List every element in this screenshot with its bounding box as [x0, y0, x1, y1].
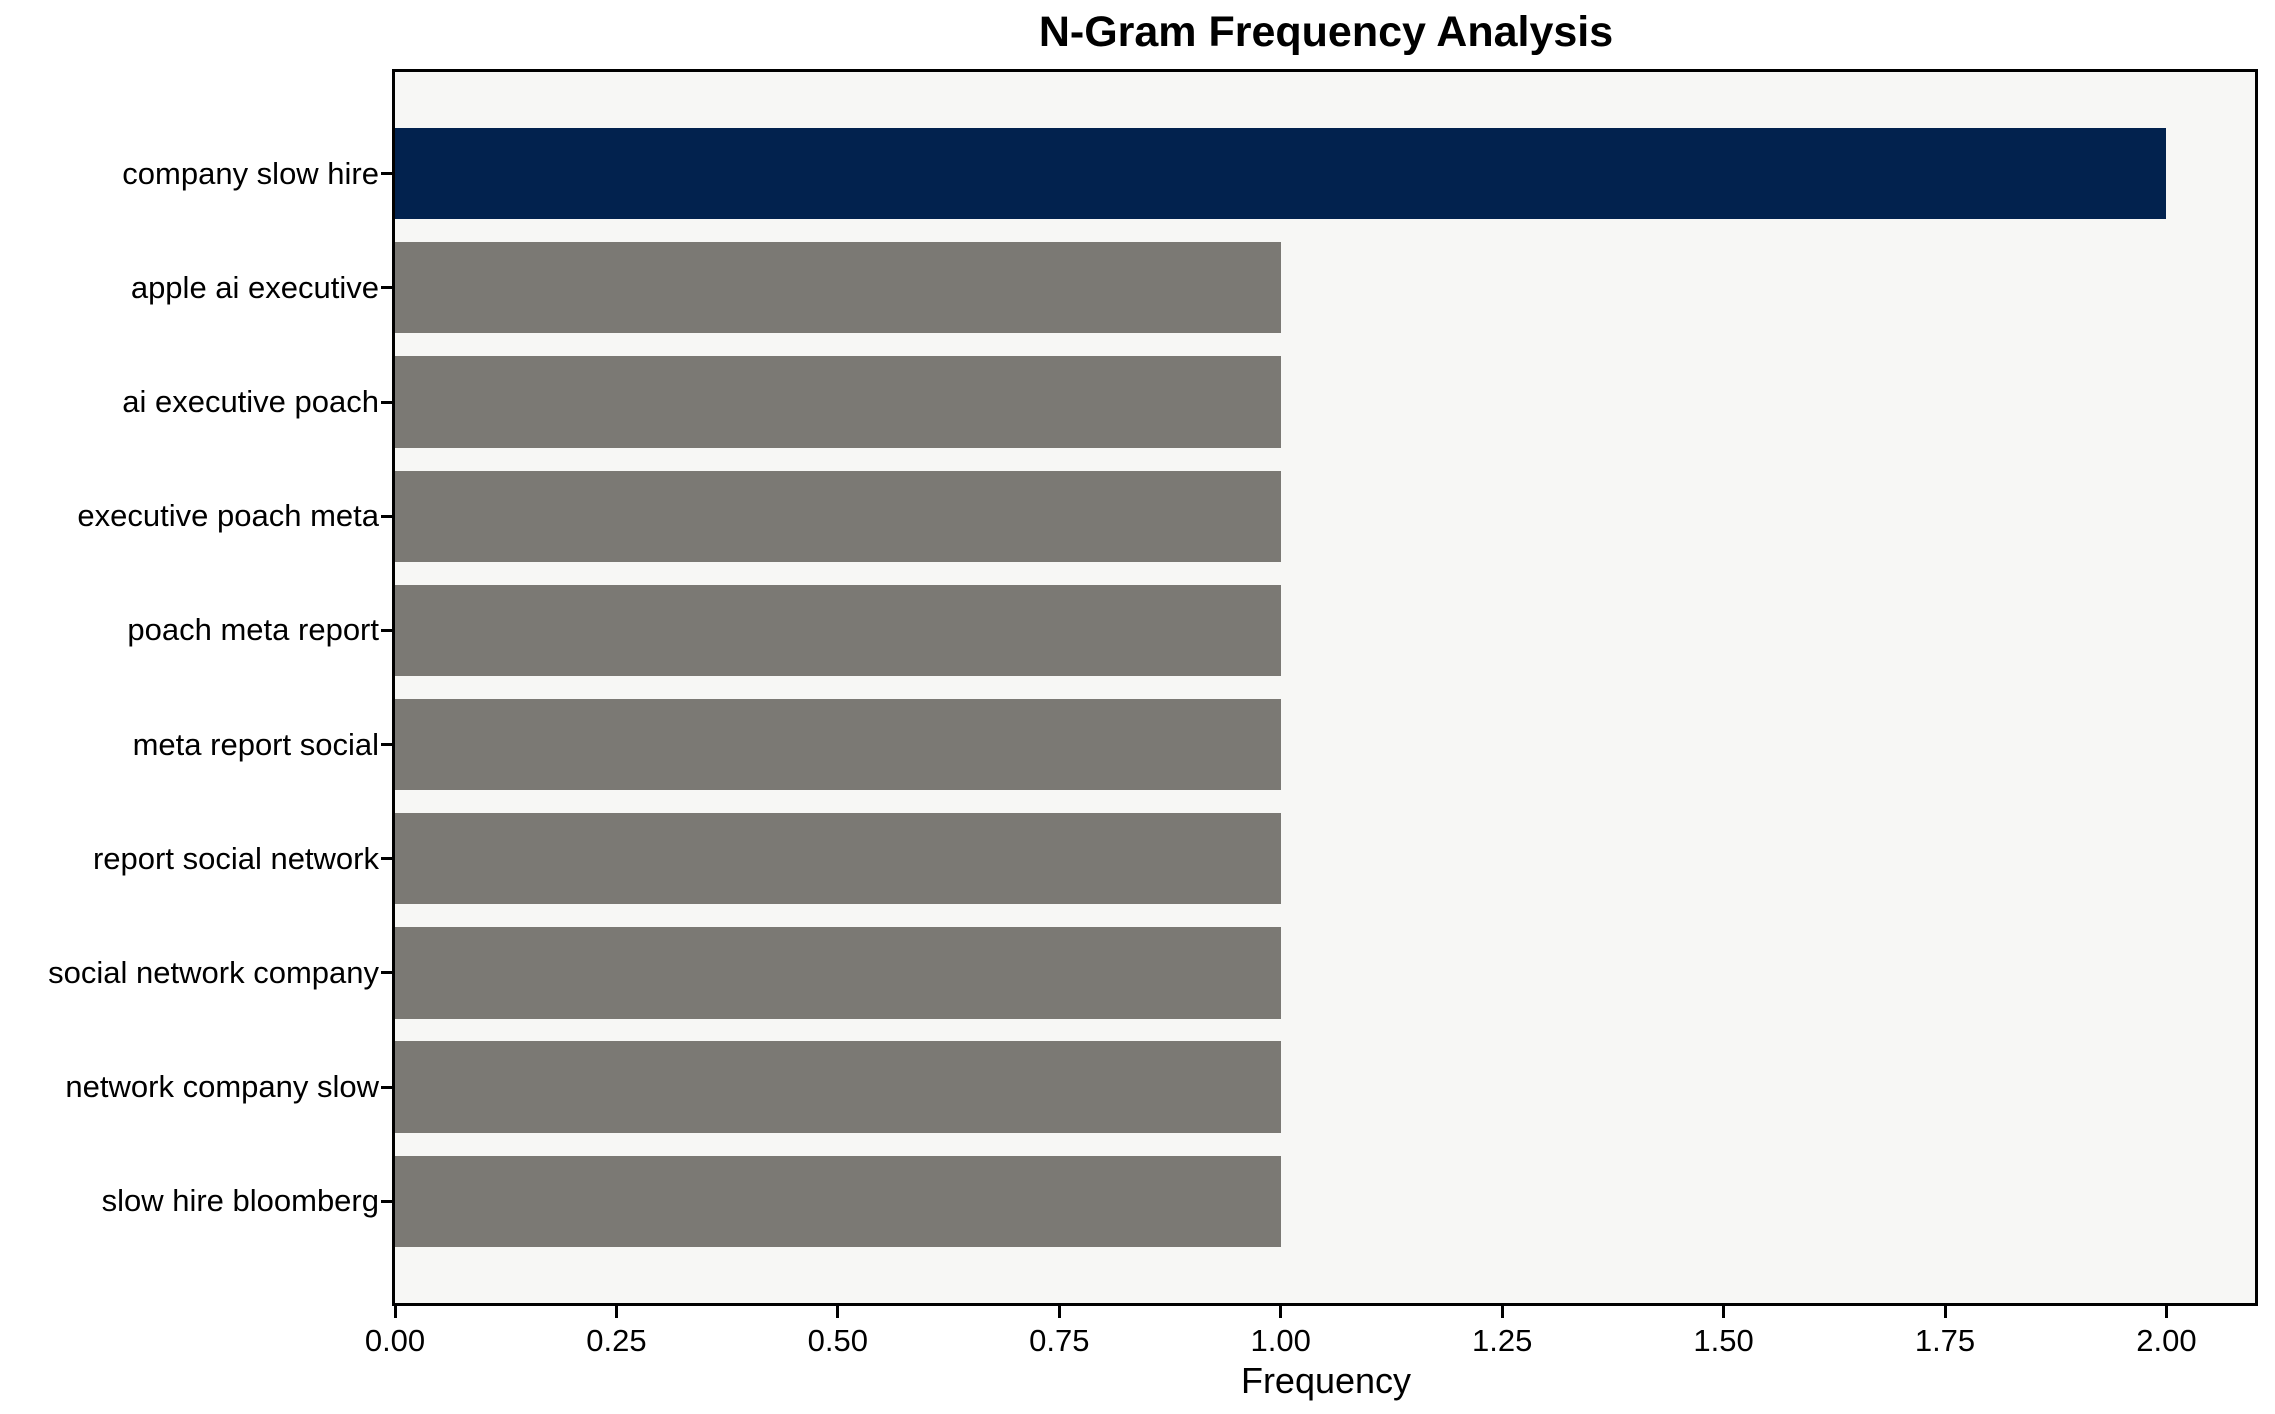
y-tick-label: slow hire bloomberg [101, 1183, 379, 1219]
x-tick-label: 0.00 [364, 1323, 426, 1358]
y-tick-label: company slow hire [122, 155, 379, 191]
y-tick [381, 857, 392, 861]
bar-meta-report-social [395, 698, 1281, 791]
x-tick [1722, 1306, 1726, 1318]
y-tick [381, 628, 392, 632]
x-tick-label: 0.50 [807, 1323, 869, 1358]
y-tick-label: ai executive poach [122, 384, 379, 420]
x-tick-label: 1.25 [1471, 1323, 1533, 1358]
y-tick [381, 1199, 392, 1203]
bar-company-slow-hire [395, 127, 2167, 220]
bar-social-network-company [395, 927, 1281, 1019]
bar-executive-poach-meta [395, 470, 1281, 562]
y-tick [381, 514, 392, 518]
bar-poach-meta-report [395, 584, 1281, 677]
y-tick [381, 743, 392, 747]
y-tick [381, 1085, 392, 1089]
bar-ai-executive-poach [395, 356, 1281, 448]
x-tick-label: 0.75 [1029, 1323, 1090, 1358]
x-tick [836, 1306, 840, 1318]
bar-apple-ai-executive [395, 242, 1281, 334]
x-tick [614, 1306, 618, 1318]
x-tick [393, 1306, 397, 1318]
x-tick-label: 1.75 [1914, 1323, 1976, 1358]
bar-network-company-slow [395, 1041, 1281, 1133]
y-tick-label: poach meta report [127, 612, 379, 648]
y-tick [381, 400, 392, 404]
plot-area [392, 69, 2258, 1306]
x-axis-label: Frequency [1240, 1360, 1412, 1401]
x-tick [1500, 1306, 1504, 1318]
y-tick-label: report social network [92, 840, 379, 876]
y-tick-label: executive poach meta [77, 498, 379, 534]
bar-report-social-network [395, 813, 1281, 905]
x-tick [1279, 1306, 1283, 1318]
bar-slow-hire-bloomberg [395, 1155, 1281, 1248]
y-tick [381, 286, 392, 290]
x-tick-label: 0.25 [586, 1323, 647, 1358]
x-tick [1057, 1306, 1061, 1318]
y-tick-label: social network company [48, 954, 379, 990]
y-tick-label: apple ai executive [130, 269, 379, 305]
y-tick [381, 172, 392, 176]
x-tick-label: 1.50 [1693, 1323, 1754, 1358]
x-tick-label: 2.00 [2136, 1323, 2197, 1358]
x-tick [1943, 1306, 1947, 1318]
y-tick [381, 971, 392, 975]
x-tick-label: 1.00 [1250, 1323, 1311, 1358]
y-tick-label: meta report social [132, 726, 379, 762]
chart-title: N-Gram Frequency Analysis [1038, 8, 1614, 56]
y-tick-label: network company slow [65, 1069, 379, 1105]
x-tick [2164, 1306, 2168, 1318]
